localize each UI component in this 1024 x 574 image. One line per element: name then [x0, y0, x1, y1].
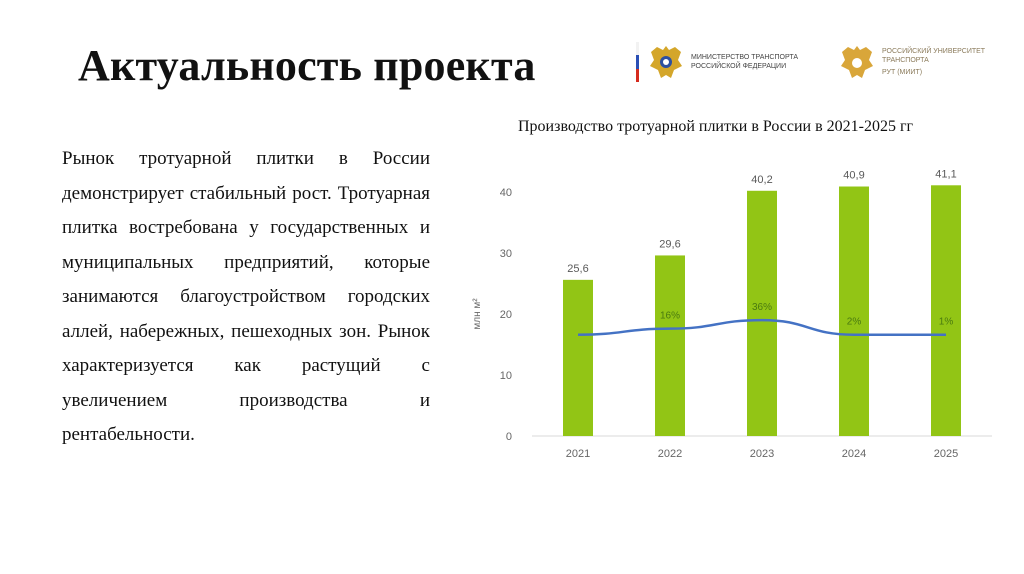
coat-of-arms-icon	[650, 46, 682, 78]
y-tick-label: 40	[500, 187, 512, 199]
bar-value-label: 40,9	[843, 170, 864, 182]
bar-value-label: 40,2	[751, 174, 772, 186]
x-tick-label: 2021	[566, 448, 590, 460]
chart-title: Производство тротуарной плитки в России …	[518, 118, 914, 135]
growth-pct-label: 2%	[847, 317, 862, 328]
university-line1: РОССИЙСКИЙ УНИВЕРСИТЕТ	[882, 48, 986, 55]
body-paragraph: Рынок тротуарной плитки в России демонст…	[62, 148, 430, 445]
growth-pct-label: 16%	[660, 311, 680, 322]
university-logo-text: РОССИЙСКИЙ УНИВЕРСИТЕТ ТРАНСПОРТА РУТ (М…	[882, 47, 985, 77]
bar-2022	[655, 255, 685, 436]
bar-value-label: 41,1	[935, 168, 956, 180]
bar-2023	[747, 190, 777, 436]
y-tick-label: 0	[506, 431, 512, 443]
university-line3: РУТ (МИИТ)	[882, 69, 923, 76]
ministry-line2: РОССИЙСКОЙ ФЕДЕРАЦИИ	[691, 63, 787, 70]
growth-line	[577, 318, 946, 336]
university-logo: РОССИЙСКИЙ УНИВЕРСИТЕТ ТРАНСПОРТА РУТ (М…	[838, 42, 985, 82]
ministry-logo-text: МИНИСТЕРСТВО ТРАНСПОРТА РОССИЙСКОЙ ФЕДЕР…	[691, 53, 798, 71]
slide-title: Актуальность проекта	[78, 41, 536, 90]
university-emblem-icon	[841, 46, 874, 78]
y-tick-label: 10	[500, 370, 512, 382]
bar-value-label: 25,6	[567, 263, 588, 275]
ministry-line1: МИНИСТЕРСТВО ТРАНСПОРТА	[691, 54, 799, 61]
russian-flag-icon	[636, 42, 639, 82]
x-tick-label: 2024	[842, 448, 866, 460]
university-line2: ТРАНСПОРТА	[882, 57, 929, 64]
y-axis-label: млн м²	[472, 298, 483, 330]
x-tick-label: 2022	[658, 448, 682, 460]
x-tick-label: 2025	[934, 448, 958, 460]
logos-header: МИНИСТЕРСТВО ТРАНСПОРТА РОССИЙСКОЙ ФЕДЕР…	[636, 42, 985, 82]
bar-line-chart: 0 10 20 30 40 млн м² 25,6 2021 29,6 2022 16% 40,2 20…	[460, 160, 1000, 470]
bar-2021	[563, 279, 593, 436]
growth-pct-label: 1%	[939, 317, 954, 328]
bar-value-label: 29,6	[659, 238, 680, 250]
growth-pct-label: 36%	[752, 302, 772, 313]
y-tick-label: 30	[500, 248, 512, 260]
y-tick-label: 20	[500, 309, 512, 321]
chart-canvas: 0 10 20 30 40 млн м² 25,6 2021 29,6 2022 16% 40,2 20…	[472, 168, 992, 460]
x-tick-label: 2023	[750, 448, 774, 460]
bar-2024	[839, 186, 869, 436]
bar-2025	[931, 185, 961, 436]
